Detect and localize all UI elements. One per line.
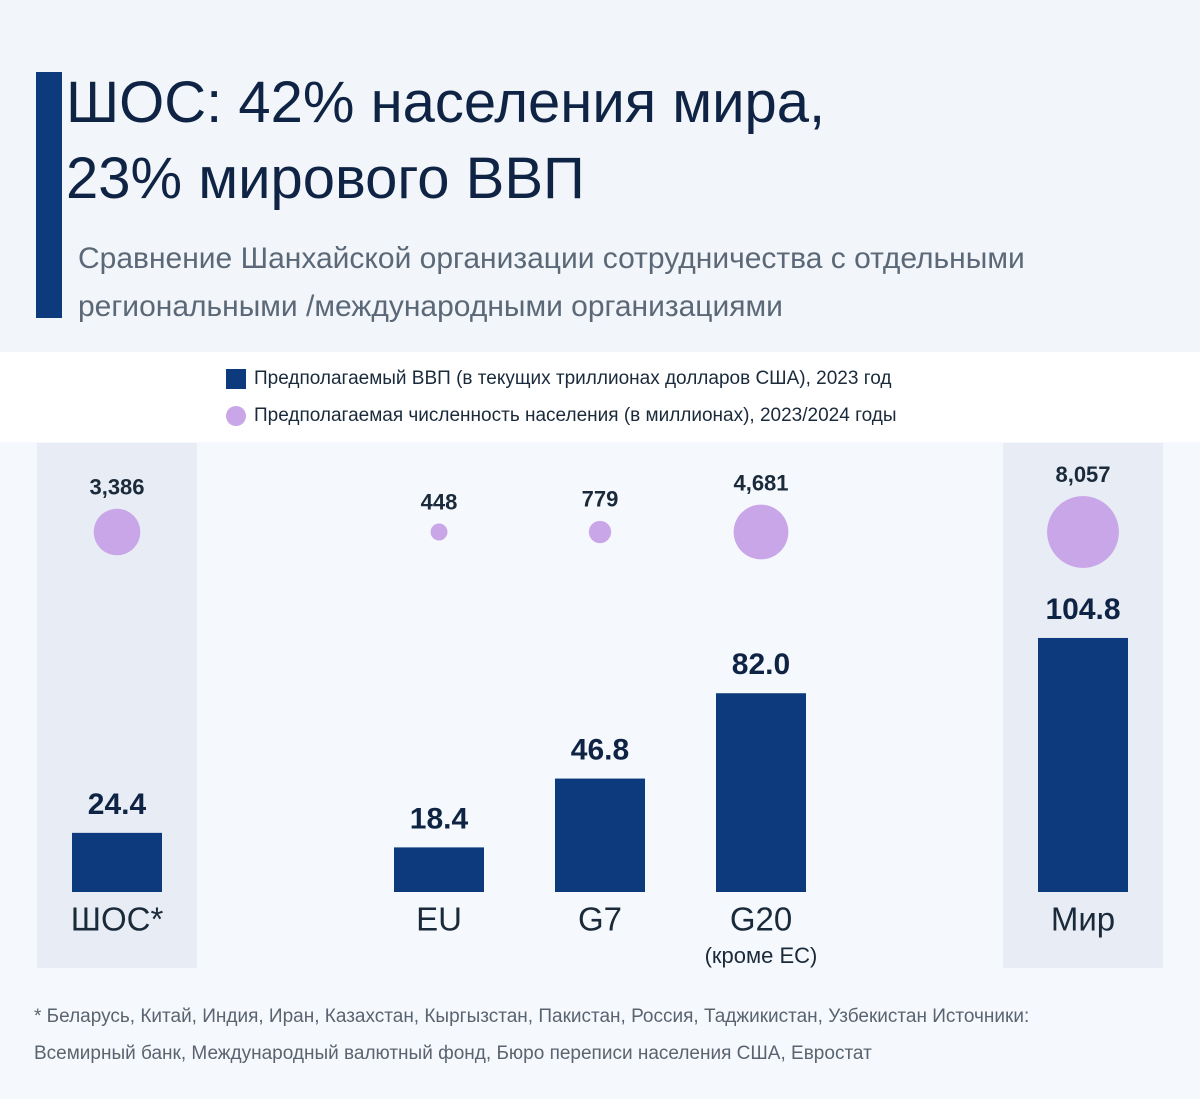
bubble — [93, 508, 141, 556]
category-label: ШОС* — [71, 901, 164, 938]
category-label: G7 — [578, 901, 622, 938]
value-label: 3,386 — [89, 475, 144, 500]
subtitle: Сравнение Шанхайской организации сотрудн… — [78, 242, 1025, 275]
category-label: Мир — [1051, 901, 1115, 938]
bar — [1038, 637, 1128, 892]
category-note: (кроме ЕС) — [705, 943, 818, 968]
bubble — [733, 504, 789, 560]
category-label: EU — [416, 901, 462, 938]
value-label: 104.8 — [1045, 593, 1120, 626]
bar — [72, 832, 162, 892]
legend-bg — [0, 352, 1200, 442]
chart-title: ШОС: 42% населения мира, — [66, 70, 825, 135]
bubble — [430, 523, 448, 541]
header-bg — [0, 0, 1200, 352]
accent-bar — [36, 72, 62, 318]
legend-swatch — [226, 406, 246, 426]
chart-title: 23% мирового ВВП — [66, 146, 585, 211]
bubble — [1047, 496, 1119, 568]
legend-swatch — [226, 369, 246, 389]
legend-label: Предполагаемая численность населения (в … — [254, 405, 896, 426]
plot-bg — [0, 442, 1200, 1099]
value-label: 4,681 — [733, 470, 788, 495]
value-label: 8,057 — [1055, 462, 1110, 487]
bar — [716, 693, 806, 892]
footnote: Всемирный банк, Международный валютный ф… — [34, 1043, 872, 1064]
bar — [555, 778, 645, 892]
bar — [394, 847, 484, 892]
category-label: G20 — [730, 901, 792, 938]
footnote: * Беларусь, Китай, Индия, Иран, Казахста… — [34, 1006, 1029, 1027]
value-label: 18.4 — [410, 802, 469, 835]
legend-label: Предполагаемый ВВП (в текущих триллионах… — [254, 368, 891, 389]
bubble — [588, 520, 612, 544]
value-label: 46.8 — [571, 733, 629, 766]
value-label: 448 — [421, 489, 458, 514]
value-label: 82.0 — [732, 648, 790, 681]
value-label: 779 — [582, 487, 619, 512]
value-label: 24.4 — [88, 788, 147, 821]
subtitle: региональными /международными организаци… — [78, 290, 783, 323]
